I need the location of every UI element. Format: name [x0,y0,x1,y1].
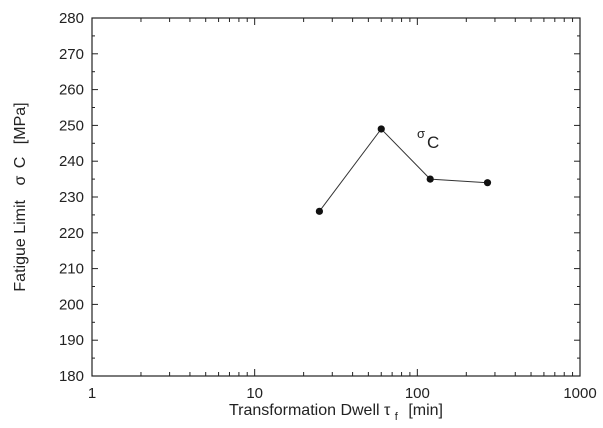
data-point [483,179,492,187]
y-axis-label-symbol: σ [12,176,29,186]
series-line [319,128,488,212]
annotation-text: C [427,133,439,152]
y-tick-label: 250 [59,117,84,134]
y-tick-label: 180 [59,368,84,385]
y-tick-label: 190 [59,332,84,349]
series-layer [315,125,492,215]
x-axis-label: Transformation Dwell τ f [min] [229,402,443,424]
x-axis-label-unit: [min] [408,402,443,419]
x-tick-label: 1 [88,385,96,402]
y-tick-label: 200 [59,296,84,313]
y-tick-label: 210 [59,261,84,278]
data-point [377,125,385,133]
series-annotation: σ C [417,126,439,152]
y-tick-label: 270 [59,46,84,63]
x-axis: 1 10 100 1000 [88,18,597,402]
annotation-symbol: σ [417,126,425,141]
y-axis-label: Fatigue Limit σ C [MPa] [12,102,29,291]
y-tick-label: 240 [59,153,84,170]
x-tick-label: 100 [405,385,430,402]
x-axis-label-symbol: τ [384,402,391,419]
x-axis-label-subscript: f [395,411,399,423]
x-tick-label: 10 [246,385,263,402]
y-tick-label: 260 [59,82,84,99]
x-axis-label-text: Transformation Dwell [229,402,380,419]
y-axis: 180 190 200 210 220 230 240 250 260 270 280 [59,10,580,385]
y-tick-label: 220 [59,225,84,242]
data-point [315,207,323,215]
y-axis-label-subscript: C [12,157,29,169]
y-axis-label-unit: [MPa] [12,102,29,144]
y-axis-label-text: Fatigue Limit [12,199,29,291]
y-tick-label: 280 [59,10,84,27]
y-tick-label: 230 [59,189,84,206]
x-tick-label: 1000 [563,385,596,402]
plot-frame [91,17,581,377]
data-point [426,175,434,183]
